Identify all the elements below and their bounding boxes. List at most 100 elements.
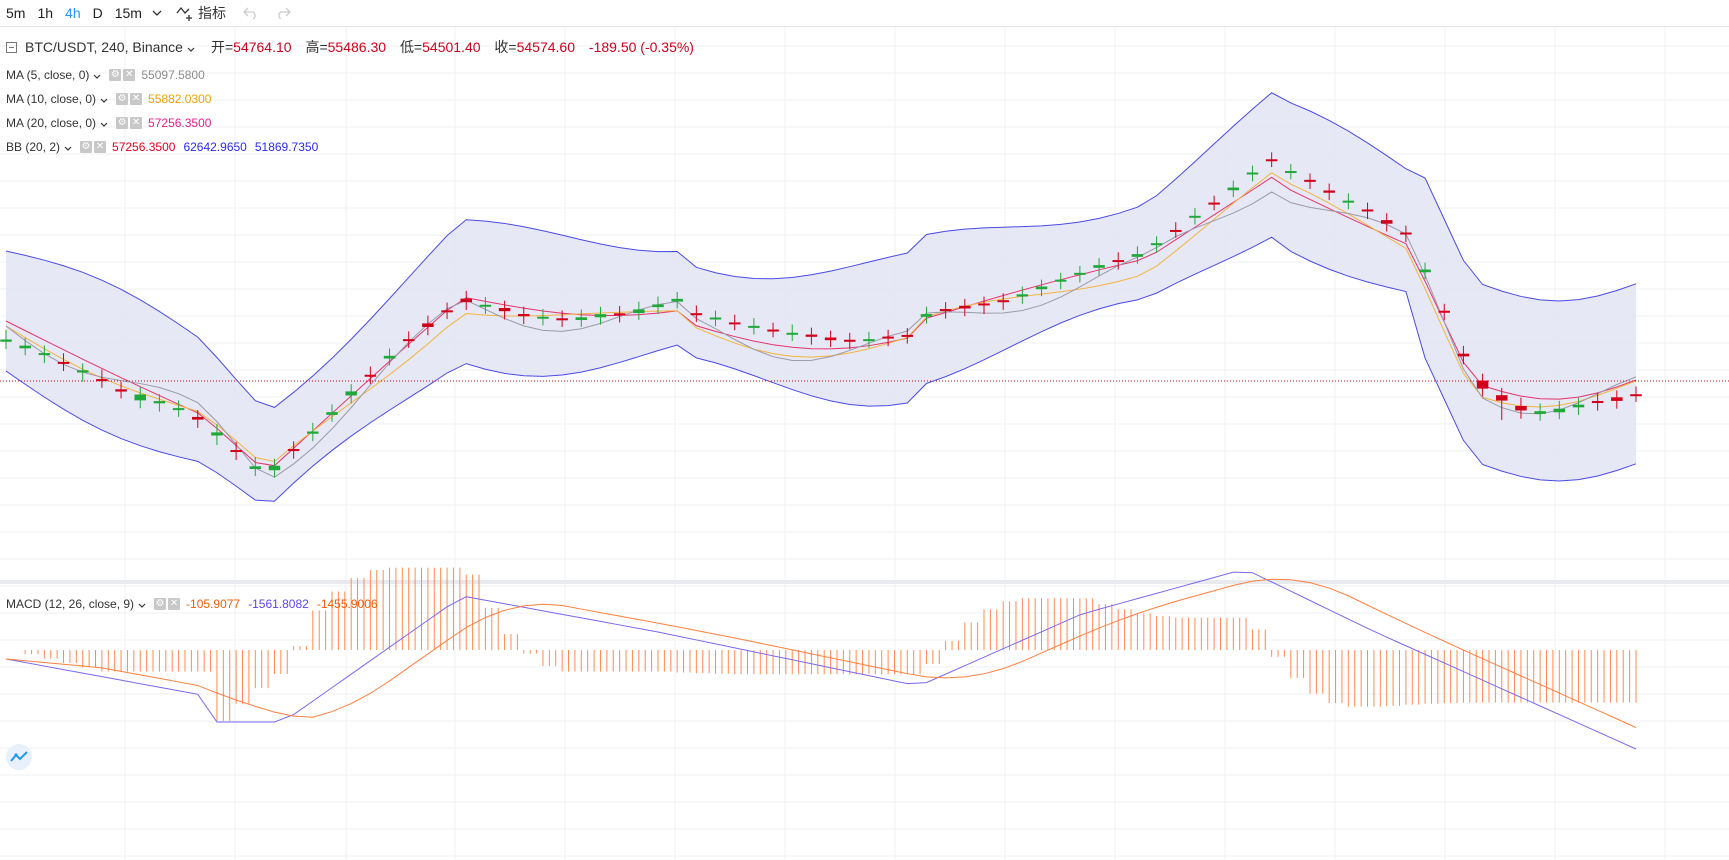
ohlc-values: 开=54764.10 高=55486.30 低=54501.40 收=54574… <box>210 39 694 55</box>
interval-4h-button[interactable]: 4h <box>65 5 81 21</box>
candle-body <box>364 374 377 377</box>
candle-body <box>1496 395 1508 401</box>
macd-chevron-down-icon[interactable] <box>138 597 146 611</box>
candle-body <box>249 466 262 470</box>
tradingview-logo-icon[interactable] <box>6 744 32 770</box>
bb-settings-icon[interactable]: ⚙ <box>80 141 93 153</box>
candle-body <box>479 304 492 307</box>
candle-body <box>1630 394 1642 397</box>
symbol-chevron-down-icon[interactable] <box>187 39 195 55</box>
ma20-settings-icon[interactable]: ⚙ <box>116 117 129 129</box>
candle-body <box>1476 380 1489 389</box>
candle-body <box>1304 179 1316 182</box>
undo-icon[interactable] <box>238 0 264 26</box>
candle-body <box>1342 200 1355 203</box>
bb-chevron-down-icon[interactable] <box>64 140 72 154</box>
signal-line <box>5 578 1637 728</box>
candle-body <box>920 314 933 317</box>
candle-body <box>1150 243 1163 246</box>
candle-body <box>402 339 415 342</box>
pane-separator <box>0 580 1729 584</box>
candle-body <box>1170 229 1182 232</box>
ma10-settings-icon[interactable]: ⚙ <box>116 93 129 105</box>
candle-body <box>939 309 952 312</box>
candle-body <box>134 394 146 401</box>
candle-body <box>1591 400 1604 403</box>
candle-body <box>1553 408 1566 413</box>
candle-body <box>575 317 588 321</box>
candle-body <box>1131 254 1144 257</box>
candle-body <box>613 313 626 316</box>
candle-body <box>192 416 204 420</box>
candle-body <box>383 355 396 359</box>
interval-5m-button[interactable]: 5m <box>6 5 26 21</box>
ma5-line <box>5 191 1637 478</box>
bb-lower-line <box>5 236 1637 502</box>
candle-body <box>345 391 357 396</box>
symbol-title[interactable]: BTC/USDT, 240, Binance <box>25 39 183 55</box>
candle-body <box>1380 220 1393 224</box>
candle-body <box>38 353 51 356</box>
candle-body <box>287 449 300 452</box>
candle-body <box>19 345 31 349</box>
candle-body <box>997 300 1009 303</box>
candle-body <box>1112 260 1124 263</box>
candle-body <box>824 337 837 341</box>
interval-15m-button[interactable]: 15m <box>114 5 142 21</box>
candle-body <box>537 316 549 319</box>
candle-body <box>153 401 166 404</box>
candle-body <box>1400 232 1412 235</box>
candle-body <box>307 431 319 434</box>
candle-body <box>1227 187 1240 191</box>
ma20-close-icon[interactable]: ✕ <box>130 117 143 129</box>
candle-body <box>1054 279 1067 282</box>
main-series-legend: BTC/USDT, 240, Binance 开=54764.10 高=5548… <box>6 37 694 57</box>
macd-settings-icon[interactable]: ⚙ <box>154 598 167 610</box>
candle-body <box>1611 397 1623 401</box>
candle-body <box>422 323 434 327</box>
ma10-close-icon[interactable]: ✕ <box>130 93 143 105</box>
candle-body <box>844 339 856 342</box>
interval-dropdown-chevron-down-icon[interactable] <box>152 0 162 26</box>
ma5-chevron-down-icon[interactable] <box>93 68 101 82</box>
bb-band-fill <box>6 92 1636 502</box>
ma5-legend: MA (5, close, 0) ⚙ ✕ 55097.5800 <box>6 68 205 82</box>
candle-body <box>1074 272 1086 275</box>
ma20-line <box>5 176 1637 467</box>
interval-1h-button[interactable]: 1h <box>37 5 54 21</box>
candle-body <box>1419 269 1431 273</box>
indicators-button[interactable]: 指标 <box>170 0 232 26</box>
candle-body <box>1457 353 1470 357</box>
macd-line <box>5 571 1637 750</box>
redo-icon[interactable] <box>270 0 296 26</box>
legend-collapse-icon[interactable] <box>6 41 17 53</box>
candle-body <box>230 450 242 453</box>
candle-body <box>1285 171 1297 174</box>
ma20-chevron-down-icon[interactable] <box>100 116 108 130</box>
candle-body <box>211 432 223 436</box>
ma5-close-icon[interactable]: ✕ <box>123 69 136 81</box>
candle-body <box>1515 405 1527 411</box>
candle-body <box>518 314 530 317</box>
bb-close-icon[interactable]: ✕ <box>94 141 107 153</box>
price-chart[interactable] <box>0 26 1729 860</box>
interval-d-button[interactable]: D <box>92 5 103 21</box>
macd-close-icon[interactable]: ✕ <box>168 598 181 610</box>
candle-body <box>767 329 779 332</box>
candle-body <box>882 336 894 339</box>
ma10-chevron-down-icon[interactable] <box>100 92 108 106</box>
ma5-settings-icon[interactable]: ⚙ <box>109 69 122 81</box>
candle-body <box>441 310 453 313</box>
candle-body <box>0 339 12 342</box>
candle-body <box>748 325 760 328</box>
ma10-line <box>5 172 1637 463</box>
candle-body <box>1572 404 1585 408</box>
ma20-legend: MA (20, close, 0) ⚙ ✕ 57256.3500 <box>6 116 212 130</box>
candle-body <box>460 298 472 303</box>
candle-body <box>1035 286 1048 290</box>
chart-toolbar: 5m 1h 4h D 15m 指标 <box>0 0 1729 27</box>
candle-body <box>498 308 511 312</box>
candle-body <box>268 465 281 471</box>
indicators-label: 指标 <box>197 5 226 21</box>
candle-body <box>115 389 127 392</box>
